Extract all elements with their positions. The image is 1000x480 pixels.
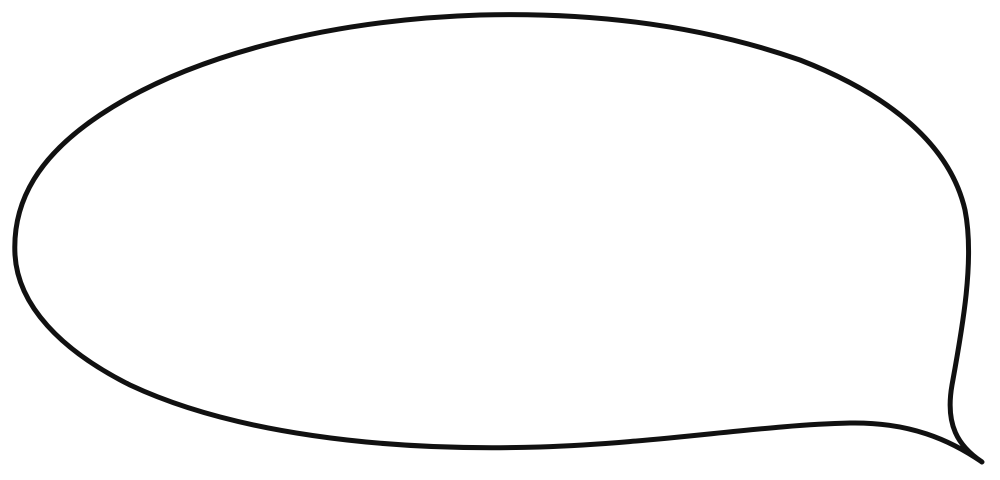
speech-bubble bbox=[12, 12, 985, 465]
